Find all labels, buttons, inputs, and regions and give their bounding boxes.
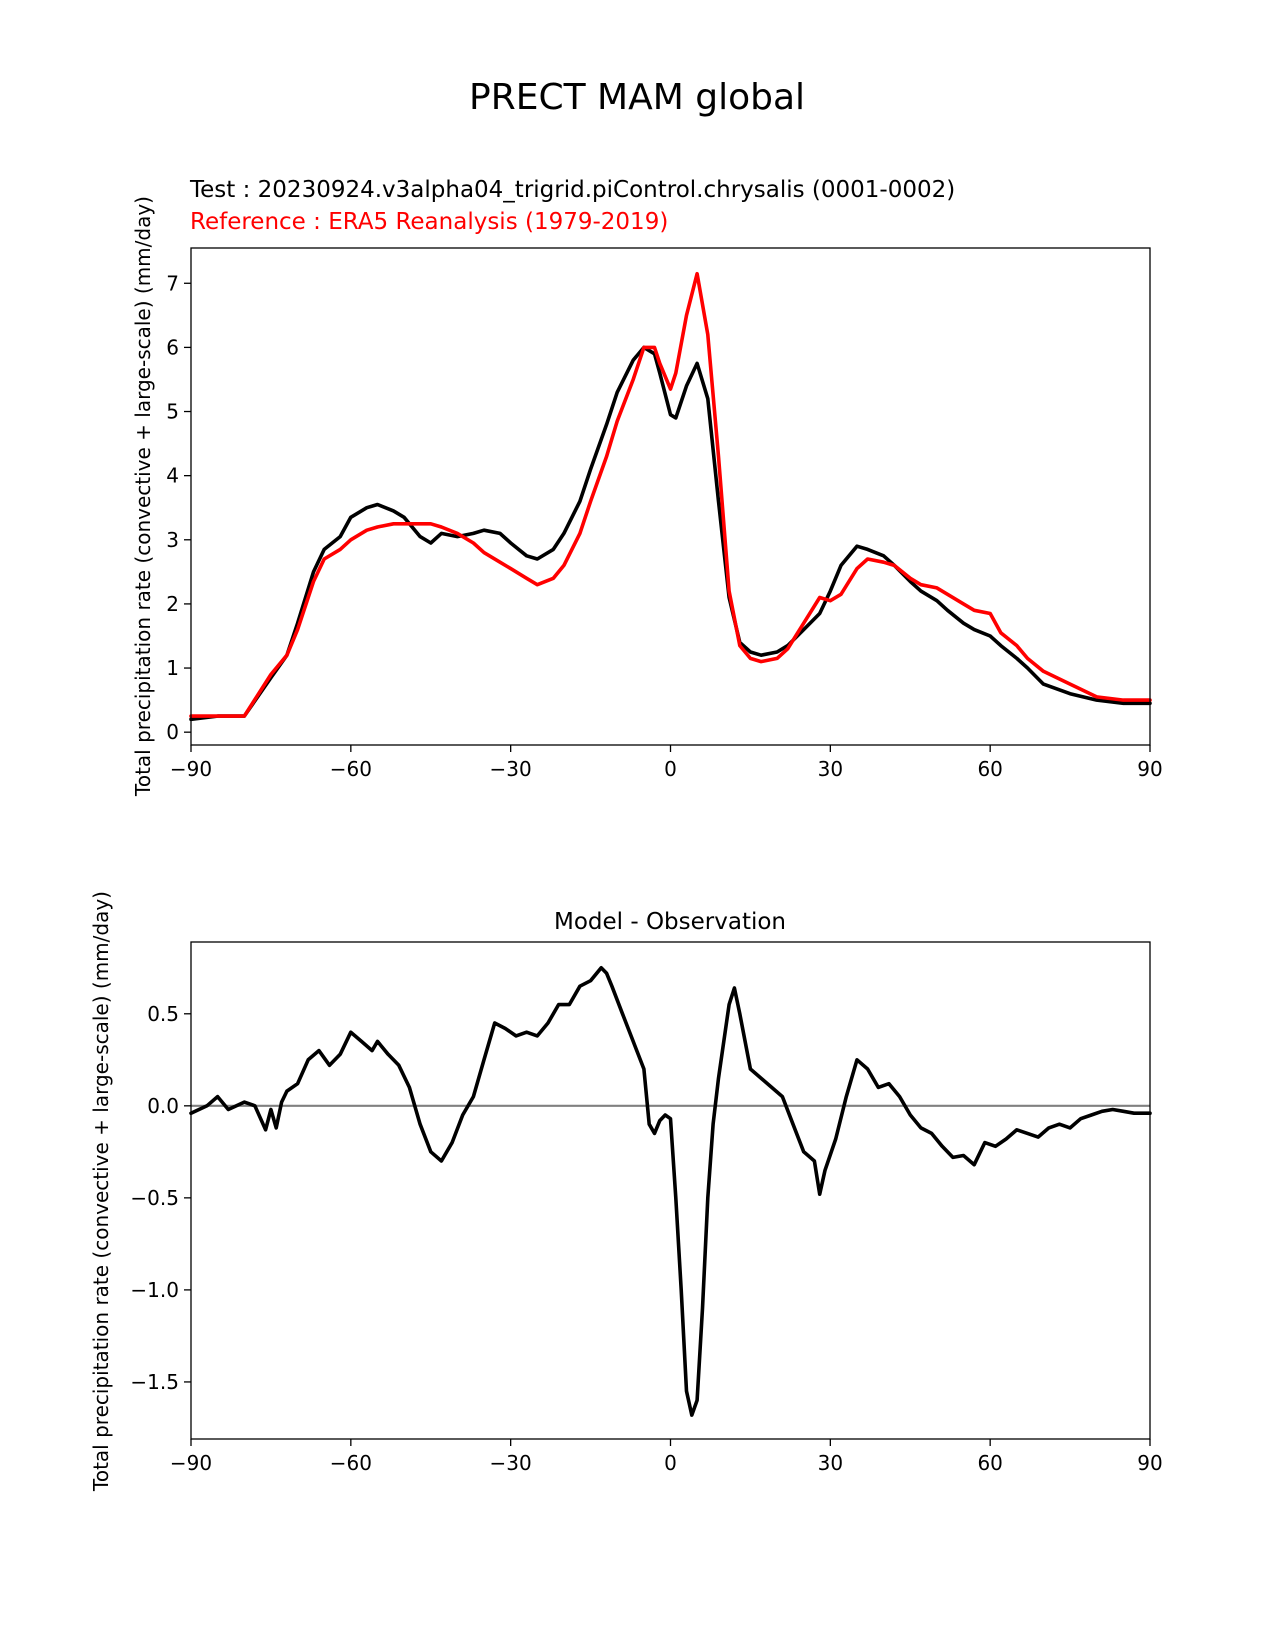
reference-label: Reference : ERA5 Reanalysis (1979-2019) bbox=[190, 209, 668, 235]
top-x-tick-label: 60 bbox=[977, 757, 1002, 781]
top-axis-ticks: −90 −60 −30 0 30 60 90 0 1 2 3 4 5 6 7 bbox=[166, 271, 1162, 781]
top-y-tick-label: 6 bbox=[166, 335, 179, 359]
top-y-axis-label: Total precipitation rate (convective + l… bbox=[131, 196, 155, 797]
difference-series-line bbox=[189, 965, 1152, 1417]
bottom-x-tick-label: 30 bbox=[818, 1451, 843, 1475]
top-x-tick-label: −90 bbox=[170, 757, 212, 781]
bottom-y-axis-label: Total precipitation rate (convective + l… bbox=[89, 891, 113, 1492]
difference-title: Model - Observation bbox=[554, 909, 786, 935]
bottom-y-tick-label: 0.5 bbox=[147, 1002, 179, 1026]
top-y-tick-label: 4 bbox=[166, 464, 179, 488]
top-y-tick-label: 5 bbox=[166, 400, 179, 424]
top-x-tick-label: −30 bbox=[490, 757, 532, 781]
bottom-x-tick-label: 90 bbox=[1137, 1451, 1162, 1475]
figure-suptitle: PRECT MAM global bbox=[469, 77, 805, 118]
bottom-series-lines bbox=[189, 965, 1152, 1417]
bottom-plot-frame bbox=[190, 941, 1151, 1440]
bottom-y-tick-label: −1.0 bbox=[130, 1278, 179, 1302]
top-series-lines bbox=[189, 271, 1152, 722]
top-x-tick-label: 30 bbox=[818, 757, 843, 781]
top-y-tick-label: 7 bbox=[166, 271, 179, 295]
test-label: Test : 20230924.v3alpha04_trigrid.piCont… bbox=[189, 177, 955, 203]
reference-series-line bbox=[189, 271, 1152, 718]
difference-panel: Model - Observation −90 −60 −30 0 30 60 90 −1.5… bbox=[89, 891, 1163, 1492]
bottom-y-tick-label: 0.0 bbox=[147, 1094, 179, 1118]
bottom-axis-ticks: −90 −60 −30 0 30 60 90 −1.5 −1.0 −0.5 0.0 0.5 bbox=[130, 1002, 1162, 1475]
bottom-x-tick-label: −30 bbox=[490, 1451, 532, 1475]
test-series-line bbox=[189, 345, 1152, 722]
bottom-x-tick-label: −90 bbox=[170, 1451, 212, 1475]
top-plot-frame bbox=[190, 247, 1151, 746]
bottom-x-tick-label: 60 bbox=[977, 1451, 1002, 1475]
bottom-y-tick-label: −0.5 bbox=[130, 1186, 179, 1210]
top-x-tick-label: −60 bbox=[330, 757, 372, 781]
bottom-x-tick-label: 0 bbox=[664, 1451, 677, 1475]
top-x-tick-label: 90 bbox=[1137, 757, 1162, 781]
mean-profile-panel: Test : 20230924.v3alpha04_trigrid.piCont… bbox=[131, 177, 1163, 797]
top-x-tick-label: 0 bbox=[664, 757, 677, 781]
top-y-tick-label: 1 bbox=[166, 656, 179, 680]
bottom-y-tick-label: −1.5 bbox=[130, 1370, 179, 1394]
top-y-tick-label: 3 bbox=[166, 528, 179, 552]
top-y-tick-label: 0 bbox=[166, 720, 179, 744]
top-y-tick-label: 2 bbox=[166, 592, 179, 616]
bottom-x-tick-label: −60 bbox=[330, 1451, 372, 1475]
